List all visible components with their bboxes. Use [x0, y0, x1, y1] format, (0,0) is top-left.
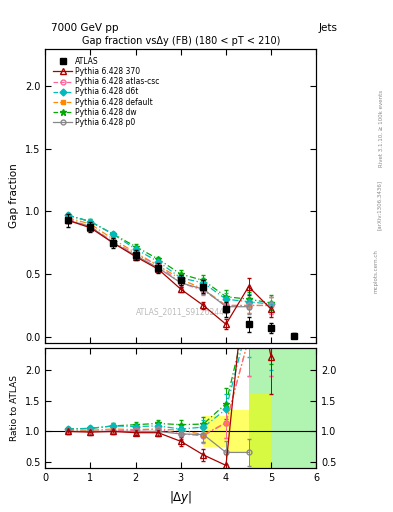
X-axis label: $|\Delta y|$: $|\Delta y|$ — [169, 489, 193, 506]
Legend: ATLAS, Pythia 6.428 370, Pythia 6.428 atlas-csc, Pythia 6.428 d6t, Pythia 6.428 : ATLAS, Pythia 6.428 370, Pythia 6.428 at… — [52, 55, 161, 129]
Text: mcplots.cern.ch: mcplots.cern.ch — [374, 249, 379, 293]
Y-axis label: Ratio to ATLAS: Ratio to ATLAS — [10, 375, 19, 441]
Y-axis label: Gap fraction: Gap fraction — [9, 163, 19, 228]
Text: Rivet 3.1.10, ≥ 100k events: Rivet 3.1.10, ≥ 100k events — [379, 90, 384, 166]
Text: [arXiv:1306.3436]: [arXiv:1306.3436] — [377, 180, 382, 230]
Text: 7000 GeV pp: 7000 GeV pp — [51, 23, 119, 33]
Text: Jets: Jets — [319, 23, 338, 33]
Title: Gap fraction vsΔy (FB) (180 < pT < 210): Gap fraction vsΔy (FB) (180 < pT < 210) — [82, 36, 280, 47]
Text: ATLAS_2011_S9126244: ATLAS_2011_S9126244 — [136, 308, 225, 316]
